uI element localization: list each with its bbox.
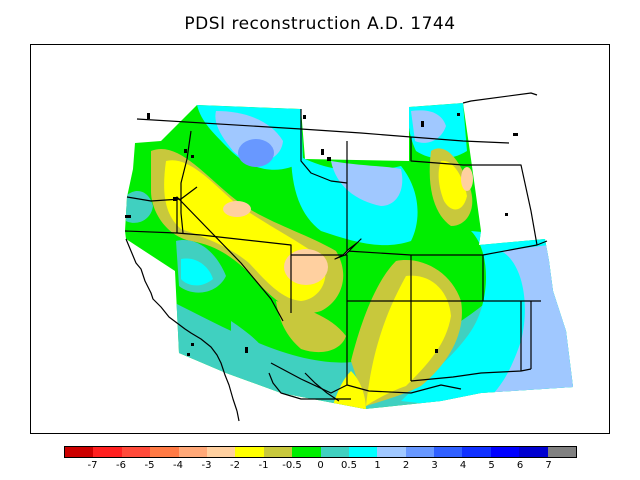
legend-swatch [519,447,548,457]
legend-swatch [206,447,236,457]
legend-swatch [235,447,264,457]
legend-swatch [320,447,349,457]
legend-swatch [178,447,207,457]
pdsi-map [124,92,573,422]
legend-label: -0.5 [282,460,302,471]
legend-swatch [434,447,463,457]
lakes [125,113,518,356]
legend-swatch [377,447,406,457]
legend-label: -2 [230,460,240,471]
color-legend [64,446,577,458]
legend-swatch [547,447,577,457]
legend-label: 4 [459,460,467,471]
legend-swatch [462,447,491,457]
legend-label: -6 [116,460,126,471]
legend-swatch [490,447,520,457]
legend-label: 0.5 [341,460,357,471]
color-legend-labels: -7 -6 -5 -4 -3 -2 -1 -0.5 0 0.5 1 2 3 4 5 6 7 [64,460,577,474]
legend-label: 2 [402,460,410,471]
legend-label: -7 [87,460,98,471]
legend-label: 3 [431,460,438,471]
legend-swatch [405,447,435,457]
legend-swatch [65,447,94,457]
legend-swatch [93,447,122,457]
map-title: PDSI reconstruction A.D. 1744 [184,14,456,34]
map-frame [30,44,610,434]
legend-label: 5 [488,460,495,471]
legend-label: -3 [201,460,212,471]
legend-swatch [292,447,321,457]
legend-label: -1 [258,460,269,471]
legend-swatch [263,447,293,457]
legend-label: 0 [317,460,324,471]
legend-swatch [150,447,179,457]
legend-swatch [348,447,378,457]
legend-label: 6 [516,460,524,471]
legend-label: -4 [173,460,183,471]
legend-label: 7 [545,460,552,471]
map-outlines [124,92,548,422]
legend-swatch [121,447,151,457]
pdsi-field [125,103,573,409]
legend-label: 1 [374,460,381,471]
legend-label: -5 [144,460,155,471]
